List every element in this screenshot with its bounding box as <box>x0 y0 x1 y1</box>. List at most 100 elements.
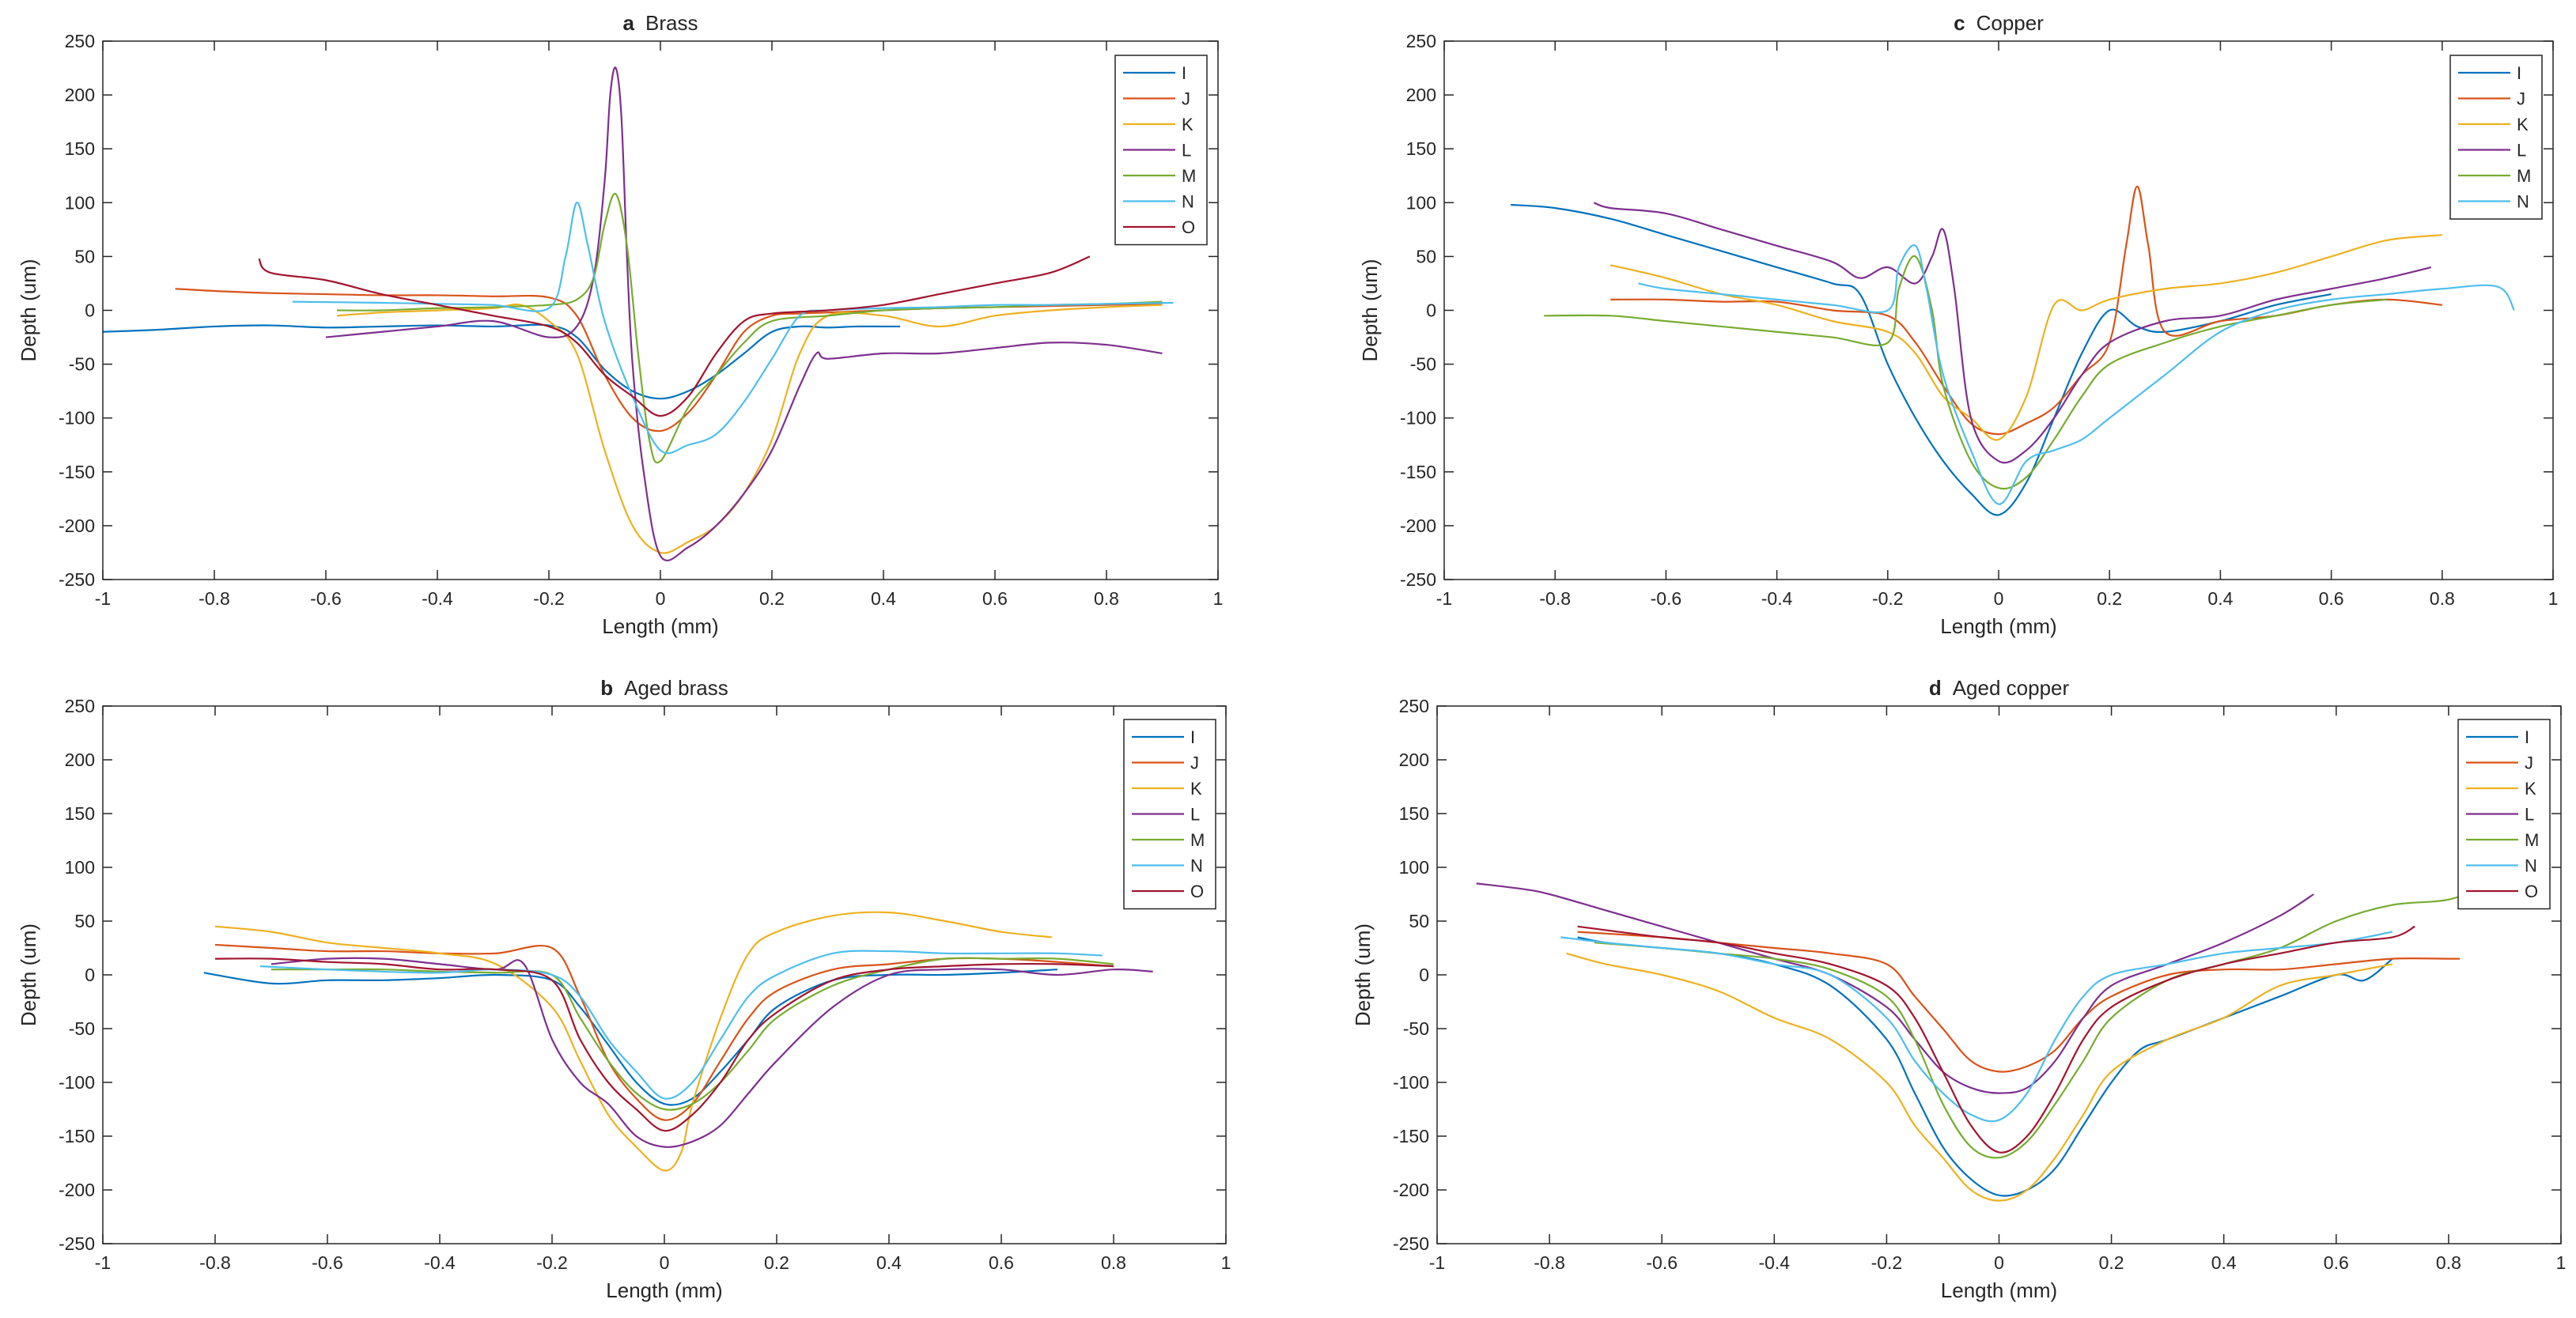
legend-label-L: L <box>1182 141 1191 161</box>
chart-title-letter: c <box>1954 11 1965 35</box>
x-tick-label: 0.6 <box>989 1252 1014 1273</box>
x-tick-label: 0.4 <box>2207 588 2233 609</box>
y-tick-label: 250 <box>65 696 95 716</box>
legend-label-N: N <box>1182 192 1194 212</box>
y-tick-label: 0 <box>1426 300 1436 321</box>
y-tick-label: -200 <box>1393 1180 1429 1200</box>
series-line-N <box>1560 931 2393 1123</box>
x-tick-label: -0.2 <box>533 588 565 609</box>
series-line-J <box>214 943 1114 1121</box>
legend-box <box>2449 55 2543 220</box>
x-tick-label: 0.2 <box>759 588 785 609</box>
y-tick-label: -200 <box>59 515 95 536</box>
series-line-L <box>1593 202 2432 464</box>
legend-label-M: M <box>2517 166 2531 186</box>
legend-label-O: O <box>1182 217 1195 237</box>
x-tick-label: -0.4 <box>1761 588 1793 609</box>
y-tick-label: 200 <box>65 750 95 770</box>
x-tick-label: -1 <box>1429 1252 1445 1273</box>
y-tick-label: 50 <box>1416 246 1436 266</box>
x-tick-label: 0.6 <box>982 588 1008 609</box>
y-tick-label: -250 <box>1400 569 1436 590</box>
y-tick-label: 100 <box>65 192 95 213</box>
y-tick-label: 100 <box>1406 192 1436 213</box>
chart-title-name: Aged copper <box>1953 676 2070 700</box>
y-tick-label: -100 <box>1400 408 1436 429</box>
chart-panel-d: -1 -0.8 -0.6 -0.4 -0.2 0 0.2 0.4 0.6 0.8 1 -250 -200… <box>1351 676 2566 1302</box>
x-tick-label: -1 <box>1436 588 1452 609</box>
legend-label-I: I <box>1190 727 1195 747</box>
x-tick-label: -1 <box>95 588 111 609</box>
chart-panel-a: -1 -0.8 -0.6 -0.4 -0.2 0 0.2 0.4 0.6 0.8 1 -250 -200… <box>17 11 1223 638</box>
legend-label-K: K <box>1190 779 1202 799</box>
x-tick-label: -0.4 <box>422 588 453 609</box>
y-axis-label: Depth (um) <box>17 923 40 1026</box>
y-tick-label: 200 <box>1406 85 1436 105</box>
series-line-L <box>270 957 1153 1148</box>
legend-label-L: L <box>2517 141 2526 161</box>
series-line-M <box>337 192 1163 464</box>
chart-title-letter: b <box>600 676 613 700</box>
x-tick-label: 0.2 <box>764 1252 789 1273</box>
series-line-K <box>1566 952 2393 1202</box>
x-tick-label: 0 <box>1994 588 2004 609</box>
x-tick-label: 1 <box>1213 588 1224 609</box>
y-tick-label: 100 <box>65 857 95 878</box>
legend-label-N: N <box>2525 856 2537 876</box>
y-tick-label: -50 <box>1403 1018 1429 1039</box>
x-tick-label: 1 <box>1221 1252 1231 1273</box>
plot-area <box>1437 706 2561 1244</box>
x-tick-label: -1 <box>95 1252 111 1273</box>
series-line-O <box>214 957 1114 1132</box>
y-tick-label: 50 <box>74 911 95 931</box>
series-line-O <box>258 255 1091 417</box>
legend-label-I: I <box>2525 727 2529 747</box>
x-axis-label: Length (mm) <box>1941 1278 2057 1302</box>
x-tick-label: 0.6 <box>2319 588 2344 609</box>
y-tick-label: -250 <box>59 1233 95 1254</box>
y-tick-label: 0 <box>1419 965 1429 985</box>
series-group <box>103 66 1174 562</box>
legend-label-K: K <box>2517 115 2529 134</box>
x-tick-label: 0 <box>656 588 666 609</box>
series-line-J <box>1610 185 2442 436</box>
series-line-J <box>1577 931 2461 1073</box>
series-line-M <box>1544 255 2387 490</box>
x-tick-label: 1 <box>2548 588 2559 609</box>
y-tick-label: -150 <box>59 462 95 482</box>
x-tick-label: 0.8 <box>1101 1252 1126 1273</box>
y-tick-label: -50 <box>69 354 95 375</box>
series-group <box>1511 185 2515 516</box>
series-group <box>203 911 1153 1172</box>
chart-title: d Aged copper <box>1929 676 2070 700</box>
series-line-M <box>270 957 1114 1111</box>
series-line-N <box>1638 244 2515 505</box>
series-line-L <box>325 66 1163 562</box>
y-tick-label: 50 <box>1409 911 1429 931</box>
x-tick-label: -0.8 <box>1539 588 1571 609</box>
chart-title-name: Brass <box>645 11 698 35</box>
x-tick-label: 0.2 <box>2099 1252 2124 1273</box>
y-tick-label: 100 <box>1399 857 1429 878</box>
legend-label-K: K <box>1182 115 1193 134</box>
x-tick-label: -0.2 <box>536 1252 568 1273</box>
y-tick-label: 200 <box>65 85 95 105</box>
chart-panel-b: -1 -0.8 -0.6 -0.4 -0.2 0 0.2 0.4 0.6 0.8 1 -250 -200… <box>17 676 1231 1302</box>
legend-label-N: N <box>2517 192 2529 212</box>
x-axis-label: Length (mm) <box>1940 614 2056 638</box>
series-line-N <box>259 950 1103 1100</box>
series-line-I <box>1511 203 2332 516</box>
x-tick-label: -0.6 <box>312 1252 343 1273</box>
x-tick-label: -0.8 <box>199 1252 231 1273</box>
x-tick-label: 0.8 <box>2430 588 2455 609</box>
legend-label-O: O <box>2525 882 2538 901</box>
series-line-N <box>292 202 1174 455</box>
chart-title: b Aged brass <box>600 676 728 700</box>
y-tick-label: -50 <box>69 1018 95 1039</box>
y-tick-label: -50 <box>1410 354 1436 375</box>
series-line-K <box>1610 234 2442 441</box>
y-tick-label: 0 <box>85 965 95 985</box>
plot-area <box>103 41 1218 580</box>
